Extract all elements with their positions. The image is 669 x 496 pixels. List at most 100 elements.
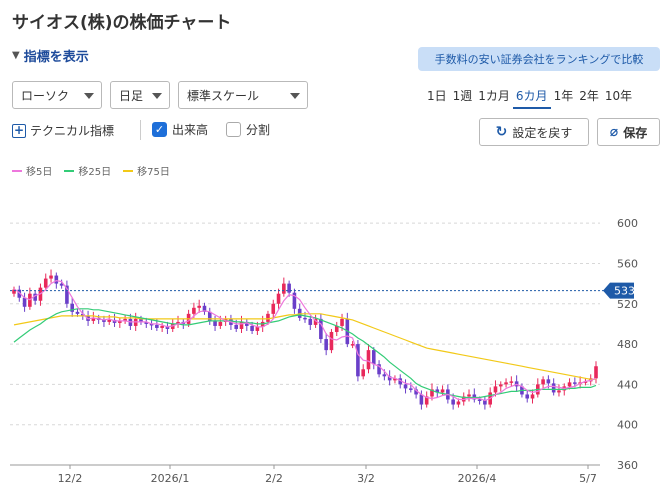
period-tab-6m[interactable]: 6カ月 (512, 87, 551, 109)
candle-body (509, 381, 514, 383)
current-price-label: 533 (614, 285, 635, 298)
technical-indicator-label: テクニカル指標 (30, 124, 115, 138)
candle-body (149, 323, 154, 326)
candle-body (329, 331, 334, 351)
candle-body (530, 394, 535, 399)
candle-body (493, 386, 498, 393)
candle-body (118, 320, 122, 323)
ma-legend: 移5日 移25日 移75日 (12, 163, 170, 178)
legend-swatch-ma5 (12, 169, 22, 172)
scale-value: 標準スケール (187, 88, 260, 103)
save-button[interactable]: ⌀ 保存 (597, 118, 660, 146)
candle-body (218, 321, 223, 326)
indicator-toggle-label: 指標を表示 (23, 50, 89, 65)
split-label: 分割 (246, 123, 271, 137)
candle-body (594, 366, 598, 379)
technical-indicator-button[interactable]: + テクニカル指標 (12, 122, 114, 139)
candle-body (282, 283, 286, 294)
current-price-badge (603, 282, 634, 299)
chevron-down-icon (290, 93, 300, 99)
candle-body (192, 307, 196, 314)
candle-body (440, 389, 445, 393)
y-tick-label: 360 (617, 459, 638, 472)
candle-body (551, 383, 556, 393)
checkbox-empty-icon (226, 122, 241, 137)
chart-type-value: ローソク (21, 88, 70, 103)
candle-body (49, 275, 53, 279)
period-tab-1d[interactable]: 1日 (427, 89, 447, 103)
x-tick-label: 5/7 (579, 472, 597, 485)
candle-body (546, 379, 551, 384)
candle-body (271, 303, 276, 314)
chevron-down-icon (84, 93, 94, 99)
candle-body (366, 350, 371, 370)
legend-label-ma25: 移25日 (78, 167, 112, 178)
period-tab-1m[interactable]: 1カ月 (478, 89, 510, 103)
interval-value: 日足 (119, 88, 144, 103)
ma75-line (13, 313, 596, 380)
chevron-down-icon (152, 93, 162, 99)
split-checkbox[interactable]: 分割 (226, 121, 270, 138)
reset-settings-label: 設定を戻す (512, 125, 573, 140)
candle-body (102, 319, 106, 322)
candle-body (202, 305, 207, 312)
page-title: サイオス(株)の株価チャート (12, 13, 232, 33)
candle-body (207, 311, 212, 321)
x-tick-label: 3/2 (357, 472, 375, 485)
candle-body (245, 321, 249, 326)
volume-label: 出来高 (172, 123, 209, 137)
save-label: 保存 (623, 125, 648, 140)
candle-body (456, 401, 461, 405)
scale-select[interactable]: 標準スケール (178, 81, 308, 109)
candle-body (75, 311, 80, 314)
candle-body (371, 350, 376, 365)
price-chart[interactable]: 600 560 520 480 440 400 360 12/2 2026/1 2/2 3/2 202… (0, 180, 669, 496)
candle-body (557, 390, 561, 393)
y-tick-label: 520 (617, 298, 638, 311)
period-tab-2y[interactable]: 2年 (579, 89, 599, 103)
candle-body (414, 389, 418, 395)
candle-body (266, 313, 270, 322)
candle-body (144, 321, 149, 324)
checkmark-icon: ✓ (152, 122, 167, 137)
candle-body (91, 317, 96, 321)
candle-body (59, 283, 64, 286)
candle-body (504, 382, 508, 385)
period-tab-1w[interactable]: 1週 (452, 89, 473, 103)
candle-body (70, 303, 74, 312)
volume-checkbox[interactable]: ✓ 出来高 (152, 121, 208, 138)
paperclip-icon: ⌀ (609, 124, 619, 140)
legend-label-ma75: 移75日 (137, 167, 170, 178)
reset-settings-button[interactable]: ↻ 設定を戻す (479, 118, 589, 146)
y-tick-label: 400 (617, 419, 638, 432)
candle-body (398, 378, 403, 385)
y-tick-label: 480 (617, 338, 638, 351)
candle-body (33, 293, 37, 301)
y-tick-label: 440 (617, 378, 638, 391)
legend-item-ma5: 移5日 (12, 163, 52, 178)
candle-body (250, 325, 254, 331)
legend-item-ma75: 移75日 (123, 163, 170, 178)
toolbar-divider (140, 120, 141, 140)
candle-body (160, 325, 164, 328)
x-tick-label: 12/2 (58, 472, 83, 485)
indicator-toggle[interactable]: ▼ 指標を表示 (12, 46, 89, 65)
candle-body (424, 396, 429, 405)
candle-body (155, 324, 159, 328)
candle-body (409, 388, 413, 390)
x-tick-label: 2026/4 (458, 472, 497, 485)
period-tabs: 1日 1週 1カ月 6カ月 1年 2年 10年 (424, 87, 635, 109)
chart-type-select[interactable]: ローソク (12, 81, 102, 109)
period-tab-10y[interactable]: 10年 (604, 89, 633, 103)
broker-ranking-banner[interactable]: 手数料の安い証券会社をランキングで比較 (418, 47, 660, 71)
candle-body (139, 318, 143, 322)
candle-body (107, 319, 112, 322)
ma5-line (13, 279, 597, 402)
period-tab-1y[interactable]: 1年 (553, 89, 574, 103)
legend-label-ma5: 移5日 (26, 167, 53, 178)
candle-body (525, 394, 530, 399)
candle-body (43, 278, 48, 288)
candle-body (382, 374, 387, 377)
y-tick-label: 560 (617, 257, 638, 270)
interval-select[interactable]: 日足 (110, 81, 170, 109)
